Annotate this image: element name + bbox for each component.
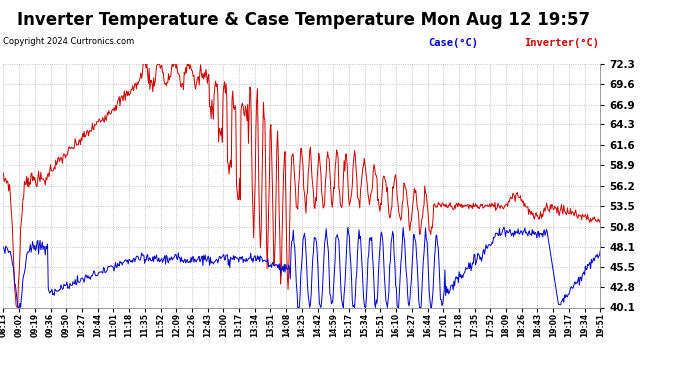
Text: Copyright 2024 Curtronics.com: Copyright 2024 Curtronics.com (3, 38, 135, 46)
Text: Inverter Temperature & Case Temperature Mon Aug 12 19:57: Inverter Temperature & Case Temperature … (17, 11, 590, 29)
Text: Case(°C): Case(°C) (428, 38, 477, 48)
Text: Inverter(°C): Inverter(°C) (524, 38, 600, 48)
